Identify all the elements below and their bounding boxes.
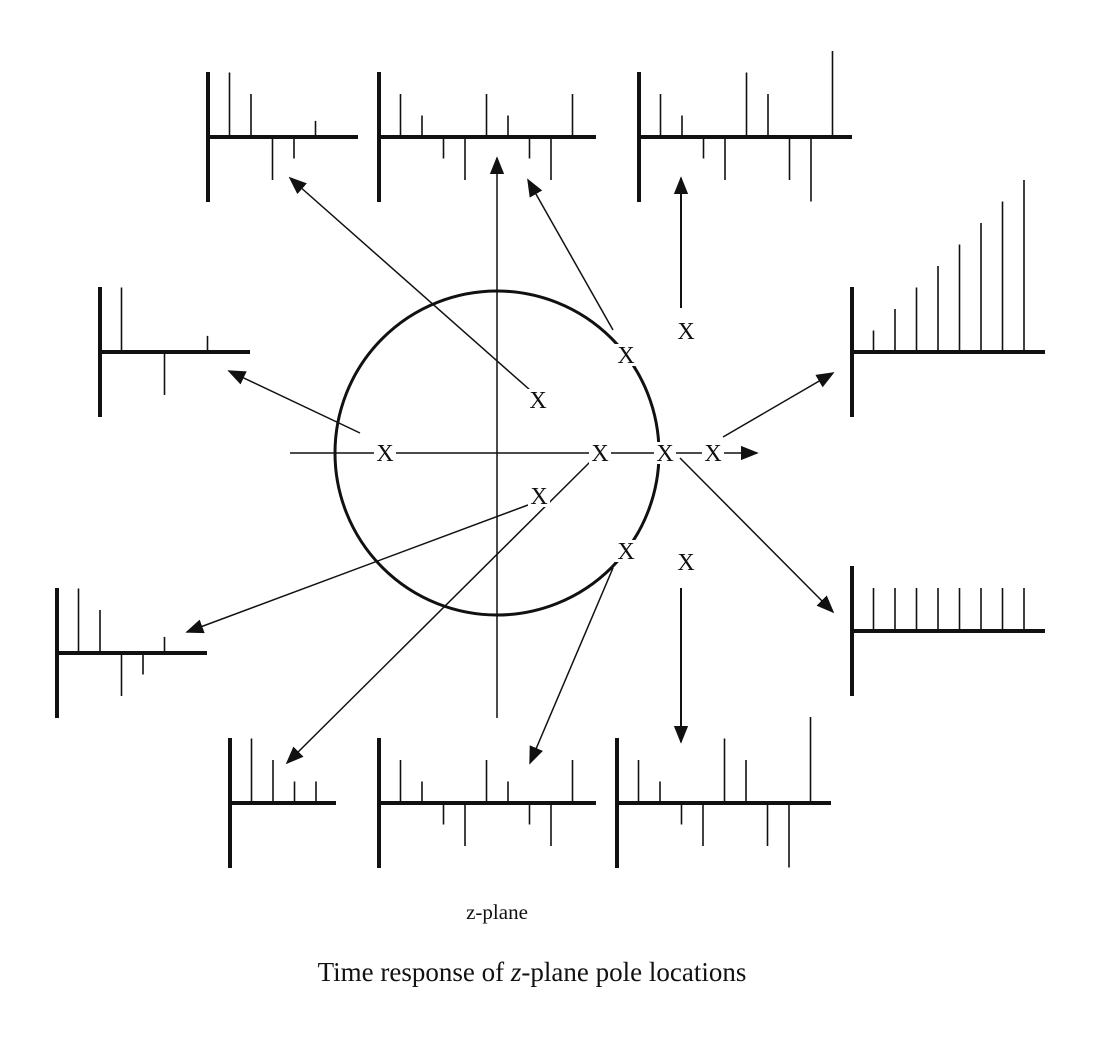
z-plane xyxy=(290,156,759,718)
response-plot-left-lower xyxy=(55,588,207,718)
response-plot-top-right xyxy=(637,51,852,202)
response-plot-top-middle xyxy=(377,72,596,202)
pole-markers: X X X X X X X X X X xyxy=(374,319,724,576)
caption-suffix: -plane pole locations xyxy=(521,957,746,987)
pole-marker: X xyxy=(704,441,721,467)
response-plot-right-lower xyxy=(850,566,1045,696)
time-response-plots xyxy=(55,51,1045,868)
figure-caption: Time response of z-plane pole locations xyxy=(318,957,747,987)
pole-marker: X xyxy=(617,343,634,369)
pole-marker-background xyxy=(675,320,697,342)
pole-marker: X xyxy=(376,441,393,467)
response-plot-left-middle xyxy=(98,287,250,417)
response-plot-top-left xyxy=(206,72,358,202)
arrow xyxy=(679,457,835,614)
pole-marker-background xyxy=(528,485,550,507)
arrow xyxy=(722,372,835,438)
z-plane-label: z-plane xyxy=(466,900,528,924)
pole-marker: X xyxy=(677,550,694,576)
response-plot-bottom-middle xyxy=(377,738,596,868)
pole-marker-background xyxy=(702,442,724,464)
arrow xyxy=(529,567,614,765)
pole-marker: X xyxy=(656,441,673,467)
pole-marker: X xyxy=(530,484,547,510)
arrow xyxy=(285,461,591,765)
arrow xyxy=(185,504,529,634)
response-arrows xyxy=(185,176,835,765)
pole-marker-background xyxy=(654,442,676,464)
arrow xyxy=(288,176,531,391)
arrow xyxy=(527,178,614,331)
caption-prefix: Time response of xyxy=(318,957,511,987)
pole-marker: X xyxy=(529,388,546,414)
pole-marker: X xyxy=(591,441,608,467)
pole-marker-background xyxy=(675,551,697,573)
pole-marker-background xyxy=(374,442,396,464)
pole-marker-background xyxy=(615,344,637,366)
pole-marker-background xyxy=(615,540,637,562)
response-plot-bottom-left xyxy=(228,738,336,868)
caption-variable: z xyxy=(510,957,522,987)
pole-marker: X xyxy=(677,319,694,345)
response-plot-bottom-right xyxy=(615,717,831,868)
pole-marker-background xyxy=(527,389,549,411)
arrow xyxy=(227,370,361,434)
pole-marker-background xyxy=(589,442,611,464)
response-plot-right-middle xyxy=(850,180,1045,417)
pole-marker: X xyxy=(617,539,634,565)
